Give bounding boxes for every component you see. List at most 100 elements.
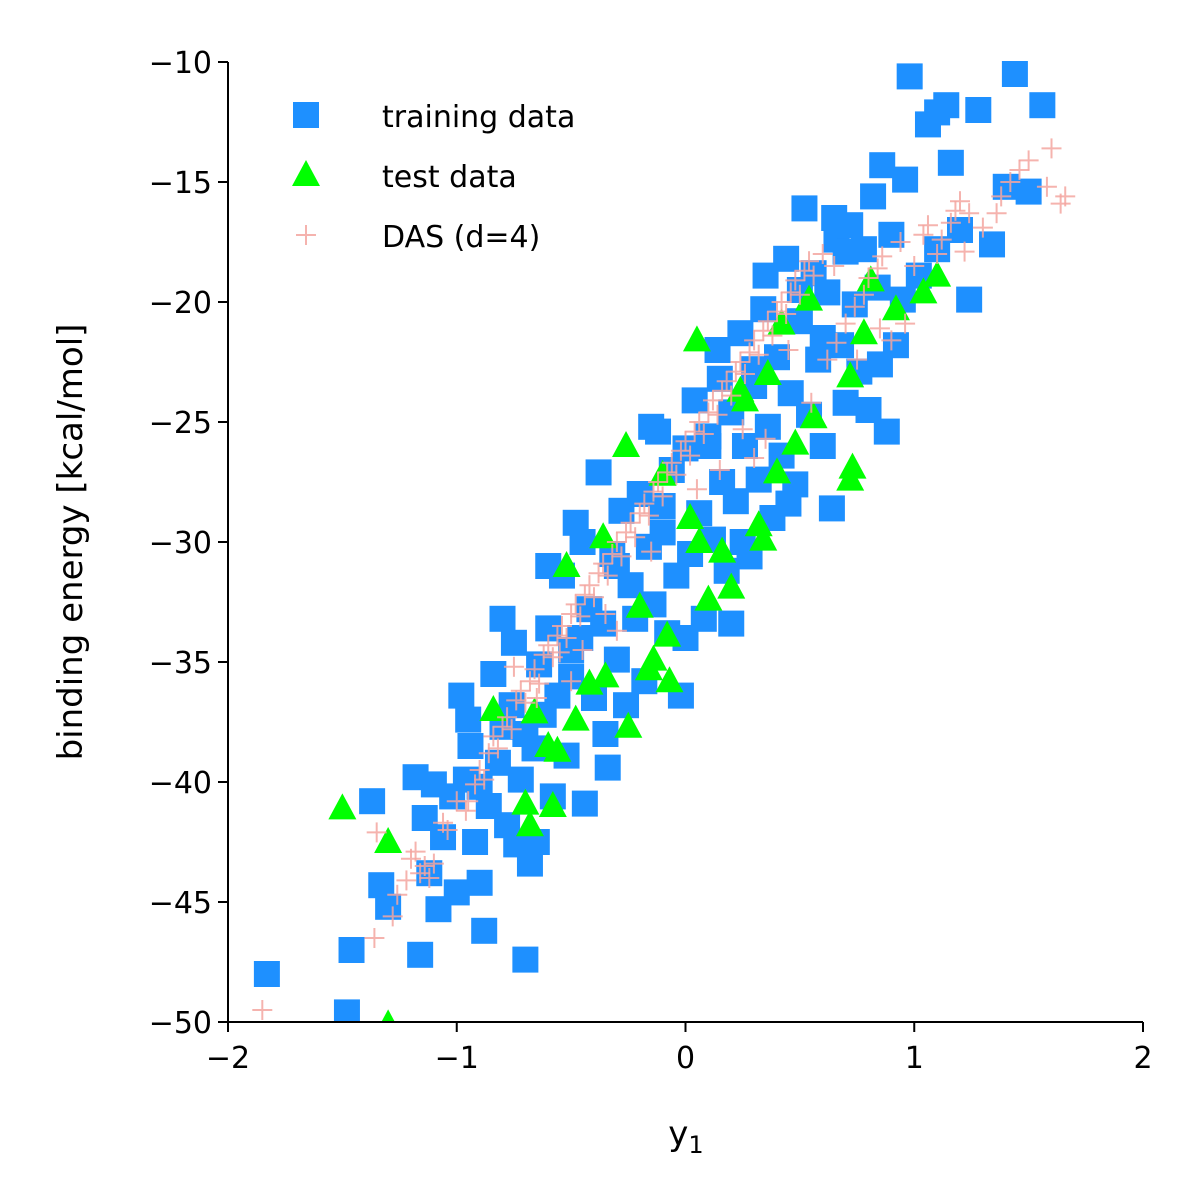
data-point (933, 92, 960, 119)
data-point (649, 519, 676, 546)
x-tick-label: 2 (1133, 1041, 1152, 1076)
data-point (503, 656, 524, 677)
data-point (754, 413, 781, 440)
data-point (592, 721, 619, 747)
data-point (629, 503, 650, 524)
data-point (572, 640, 593, 660)
data-point (730, 385, 759, 412)
data-point (506, 690, 527, 711)
data-point (338, 937, 365, 963)
data-point (780, 282, 801, 303)
data-point (817, 349, 838, 370)
data-point (1055, 186, 1076, 207)
x-ticks: −2 −1 0 1 2 (206, 1022, 1153, 1076)
data-point (423, 853, 444, 874)
data-point (753, 359, 782, 385)
data-point (448, 682, 475, 709)
data-point (519, 671, 540, 692)
data-point (483, 726, 504, 747)
data-point (809, 433, 836, 459)
data-point (767, 301, 787, 322)
data-point (718, 610, 745, 637)
data-point (1001, 61, 1028, 87)
data-point (801, 392, 822, 413)
data-point (821, 205, 848, 231)
data-point (407, 941, 434, 968)
data-point (694, 584, 723, 611)
data-point (492, 716, 513, 737)
data-point (614, 711, 643, 738)
data-point (638, 505, 659, 526)
data-point (763, 457, 791, 484)
data-point (972, 217, 993, 238)
data-point (588, 563, 609, 584)
data-point (593, 553, 614, 574)
data-point (547, 625, 568, 646)
data-point (684, 421, 705, 442)
data-point (455, 706, 482, 733)
data-point (913, 224, 934, 245)
data-point (744, 330, 765, 351)
data-point (836, 361, 865, 388)
data-point (991, 186, 1012, 207)
data-point (652, 486, 673, 507)
legend-label: training data (382, 100, 575, 135)
data-point (328, 793, 357, 820)
data-point (382, 906, 403, 927)
data-point (959, 203, 980, 224)
x-tick-label: −1 (435, 1041, 479, 1076)
data-point (512, 721, 539, 747)
data-point (512, 946, 539, 973)
data-point (778, 340, 799, 360)
data-point (666, 464, 687, 485)
data-point (364, 928, 385, 948)
data-point (655, 666, 684, 693)
data-point (917, 215, 938, 236)
data-point (795, 284, 824, 311)
y-tick-label: −15 (149, 166, 212, 201)
data-point (561, 604, 582, 624)
plot-points (252, 61, 1076, 1022)
data-point (826, 332, 847, 353)
data-point (1029, 92, 1056, 119)
data-point (752, 262, 779, 289)
data-point (725, 361, 746, 382)
data-point (571, 790, 598, 817)
data-point (374, 827, 403, 853)
data-point (867, 258, 888, 279)
data-point (721, 385, 742, 406)
y-tick-label: −20 (149, 286, 212, 321)
data-point (838, 452, 867, 479)
data-point (717, 572, 746, 599)
data-point (487, 738, 508, 759)
data-point (950, 191, 970, 212)
data-point (457, 733, 484, 759)
data-point (771, 292, 792, 312)
data-point (657, 462, 678, 483)
data-point (500, 629, 527, 656)
data-point (333, 999, 360, 1022)
data-point (455, 800, 476, 821)
data-point (471, 917, 498, 944)
data-point (732, 419, 753, 440)
data-point (749, 524, 778, 551)
data-point (443, 879, 470, 906)
data-point (698, 402, 719, 423)
data-point (359, 788, 386, 815)
data-point (561, 704, 590, 731)
data-point (639, 644, 668, 671)
data-point (253, 961, 280, 987)
data-point (707, 404, 728, 425)
data-point (437, 820, 458, 840)
data-point (634, 493, 655, 514)
data-point (937, 149, 964, 176)
data-point (844, 296, 865, 317)
x-tick-label: 1 (905, 1041, 924, 1076)
data-point (753, 320, 774, 341)
data-point (579, 575, 600, 596)
y-tick-label: −35 (149, 646, 212, 681)
data-point (556, 628, 577, 648)
data-point (570, 606, 591, 627)
data-point (744, 448, 765, 468)
data-point (750, 296, 777, 323)
